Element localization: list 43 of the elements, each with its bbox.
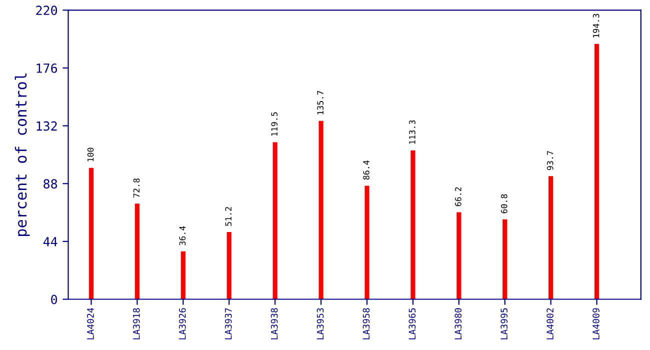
data-label: 72.8 bbox=[133, 178, 140, 198]
bar bbox=[456, 212, 462, 300]
bar bbox=[272, 142, 278, 300]
x-tick-label: LA3965 bbox=[408, 308, 416, 340]
y-tick-label: 88 bbox=[44, 179, 58, 189]
bar bbox=[410, 150, 416, 300]
bar bbox=[364, 186, 370, 300]
data-label: 93.7 bbox=[546, 151, 554, 170]
data-label: 36.4 bbox=[179, 226, 186, 246]
x-tick-label: LA3953 bbox=[316, 308, 324, 340]
y-tick-label: 44 bbox=[43, 237, 58, 246]
bar bbox=[502, 219, 508, 300]
x-tick-label: LA4024 bbox=[87, 308, 94, 340]
bar bbox=[594, 44, 600, 300]
data-label: 194.3 bbox=[592, 14, 600, 38]
y-axis-title: percent of control bbox=[14, 73, 30, 236]
data-label: 119.5 bbox=[271, 112, 278, 136]
x-tick-label: LA3995 bbox=[500, 308, 508, 340]
bar bbox=[88, 168, 94, 300]
x-tick-label: LA3980 bbox=[454, 308, 462, 340]
bar bbox=[134, 204, 140, 300]
bar bbox=[318, 120, 324, 300]
x-tick-label: LA4002 bbox=[546, 308, 554, 340]
x-tick-label: LA3937 bbox=[224, 308, 232, 340]
data-label: 113.3 bbox=[409, 120, 416, 144]
x-tick-label: LA3918 bbox=[133, 308, 140, 340]
data-label: 60.8 bbox=[501, 194, 508, 214]
x-tick-label: LA3958 bbox=[362, 308, 370, 340]
y-tick-label: 132 bbox=[36, 121, 57, 131]
y-tick-label: 220 bbox=[36, 6, 58, 16]
bar bbox=[548, 176, 554, 300]
x-tick-label: LA4009 bbox=[592, 308, 600, 340]
data-label: 135.7 bbox=[317, 90, 324, 114]
y-tick-label: 0 bbox=[51, 294, 58, 304]
y-tick-label: 176 bbox=[36, 63, 58, 73]
data-label: 51.2 bbox=[225, 207, 232, 226]
bar bbox=[180, 251, 186, 300]
data-label: 66.2 bbox=[455, 187, 462, 206]
x-tick-label: LA3938 bbox=[270, 308, 278, 340]
data-label: 86.4 bbox=[363, 160, 370, 180]
data-label: 100 bbox=[87, 148, 94, 162]
bar bbox=[226, 232, 232, 300]
x-tick-label: LA3926 bbox=[178, 308, 186, 340]
